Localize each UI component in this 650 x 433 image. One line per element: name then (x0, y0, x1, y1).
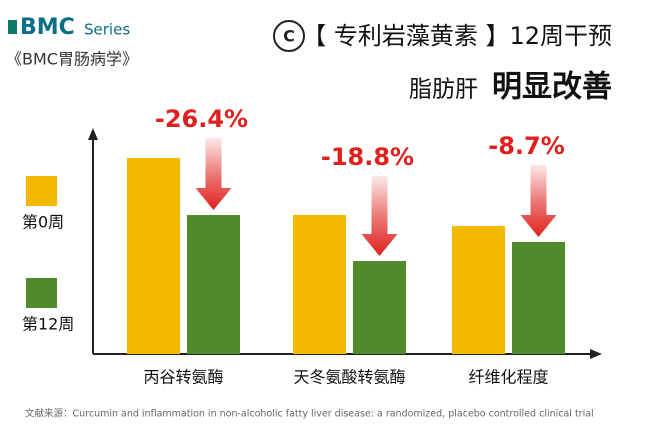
x-tick-label: 纤维化程度 (468, 368, 548, 387)
journal: 《BMC胃肠病学》 (6, 50, 138, 69)
brand-badge (273, 20, 305, 52)
bar (187, 215, 240, 354)
brand-badge-letter: C (283, 27, 295, 46)
change-label: -26.4% (155, 105, 248, 133)
change-label: -18.8% (321, 143, 414, 171)
x-tick-label: 天冬氨酸转氨酶 (293, 368, 405, 387)
title: 【 专利岩藻黄素 】12周干预 (302, 22, 612, 50)
source: 文献来源：Curcumin and inflammation in non-al… (25, 408, 594, 420)
change-label: -8.7% (488, 132, 565, 160)
legend-swatch (26, 176, 57, 206)
change-arrow (361, 176, 398, 256)
bar (452, 226, 505, 354)
bar (293, 215, 346, 354)
subtitle: 脂肪肝 (409, 77, 478, 103)
subtitle-emphasis: 明显改善 (492, 70, 612, 105)
logo-mark (8, 20, 17, 34)
legend-label: 第0周 (22, 213, 64, 232)
y-axis-arrow (88, 128, 98, 140)
bar (353, 261, 406, 354)
bar (512, 242, 565, 354)
change-arrow (520, 165, 557, 237)
x-axis-arrow (590, 349, 602, 359)
logo: BMC (20, 15, 75, 40)
logo-series: Series (84, 21, 130, 39)
bar (127, 158, 180, 354)
legend-swatch (26, 278, 57, 308)
change-arrow (195, 138, 232, 210)
legend-label: 第12周 (22, 315, 74, 334)
x-tick-label: 丙谷转氨酶 (143, 368, 223, 387)
